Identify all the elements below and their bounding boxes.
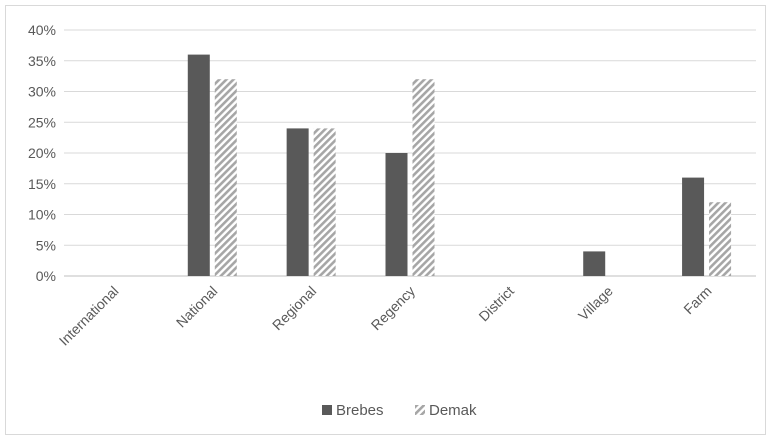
legend-swatch	[322, 405, 332, 415]
x-tick-label: International	[56, 283, 122, 349]
x-tick-label: National	[173, 283, 221, 331]
bar-brebes-regency	[386, 153, 408, 276]
y-tick-label: 15%	[28, 176, 56, 192]
x-tick-label: Regional	[269, 283, 319, 333]
legend-item-demak: Demak	[415, 402, 477, 419]
bar-demak-national	[215, 79, 237, 276]
x-tick-label: District	[475, 283, 517, 325]
gridlines	[64, 30, 756, 276]
y-tick-label: 5%	[36, 237, 56, 253]
bar-brebes-village	[583, 251, 605, 276]
y-tick-label: 10%	[28, 207, 56, 223]
y-axis-tick-labels: 0% 5% 10% 15% 20% 25% 30% 35% 40%	[28, 22, 56, 284]
x-tick-label: Regency	[368, 283, 418, 333]
legend-label: Brebes	[336, 402, 384, 419]
bar-demak-regional	[314, 128, 336, 276]
x-axis-tick-labels: International National Regional Regency Dist…	[56, 283, 715, 349]
legend: Brebes Demak	[322, 402, 477, 419]
bar-demak-farm	[709, 202, 731, 276]
legend-label: Demak	[429, 402, 477, 419]
x-tick-label: Village	[575, 283, 616, 324]
y-tick-label: 30%	[28, 84, 56, 100]
y-tick-label: 20%	[28, 145, 56, 161]
y-tick-label: 40%	[28, 22, 56, 38]
y-tick-label: 35%	[28, 53, 56, 69]
x-tick-label: Farm	[680, 283, 714, 317]
legend-item-brebes: Brebes	[322, 402, 384, 419]
bar-demak-regency	[413, 79, 435, 276]
bar-brebes-regional	[287, 128, 309, 276]
bar-brebes-national	[188, 55, 210, 276]
y-tick-label: 0%	[36, 268, 56, 284]
legend-swatch	[415, 405, 425, 415]
bar-brebes-farm	[682, 178, 704, 276]
bars	[188, 55, 731, 276]
y-tick-label: 25%	[28, 114, 56, 130]
